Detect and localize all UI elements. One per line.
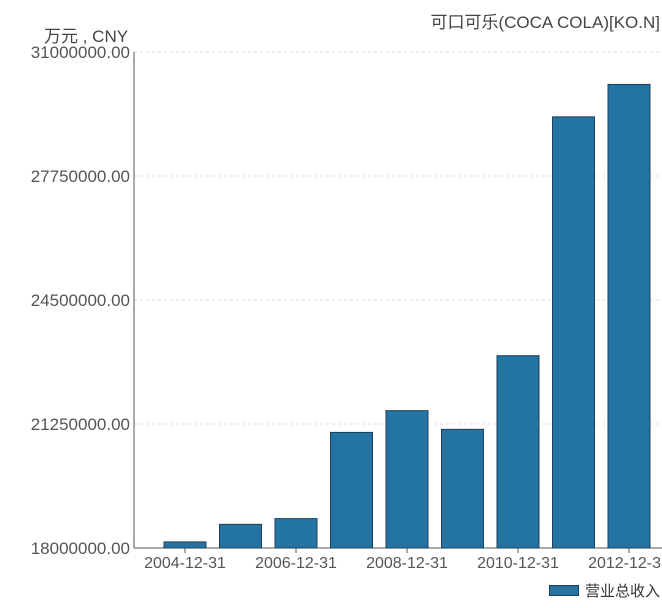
bar-2004-12-31: [163, 541, 207, 549]
bar-2009-12-31: [441, 428, 484, 549]
y-tick-label: 21250000.00: [31, 415, 130, 434]
x-tick-label: 2010-12-31: [477, 555, 559, 572]
bar-2007-12-31: [330, 431, 373, 549]
chart-title: 可口可乐(COCA COLA)[KO.N]: [430, 13, 660, 32]
y-tick-label: 24500000.00: [31, 291, 130, 310]
x-tick-label: 2012-12-31: [588, 555, 662, 572]
x-tick-label: 2006-12-31: [255, 555, 337, 572]
legend-swatch: [549, 585, 579, 596]
bar-2005-12-31: [219, 523, 262, 549]
x-tick-label: 2008-12-31: [366, 555, 448, 572]
bar-2012-12-31: [607, 83, 651, 549]
legend[interactable]: 营业总收入: [549, 580, 660, 601]
bar-2011-12-31: [552, 116, 595, 549]
bar-2008-12-31: [385, 410, 429, 549]
y-tick-label: 31000000.00: [31, 43, 130, 62]
bar-2006-12-31: [274, 518, 318, 549]
legend-label: 营业总收入: [585, 583, 661, 600]
y-tick-label: 27750000.00: [31, 167, 130, 186]
y-tick-label: 18000000.00: [31, 539, 130, 558]
y-axis-unit-label: 万元 , CNY: [44, 27, 129, 46]
x-tick-label: 2004-12-31: [144, 555, 226, 572]
bar-2010-12-31: [496, 355, 540, 549]
